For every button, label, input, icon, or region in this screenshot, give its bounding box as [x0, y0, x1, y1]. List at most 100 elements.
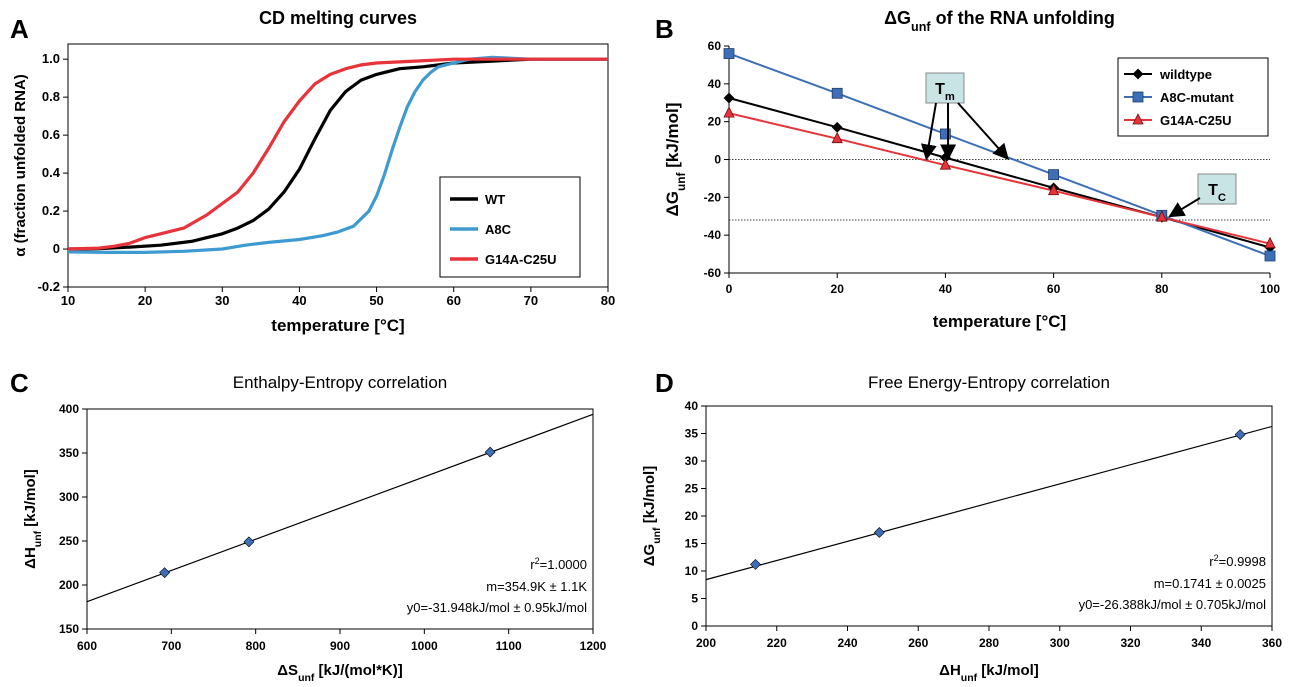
chart-a-xtick-label: 20 — [138, 293, 152, 308]
chart-a-legend-label: A8C — [485, 222, 512, 237]
chart-a-legend-label: G14A-C25U — [485, 252, 557, 267]
chart-c-xtick-label: 800 — [246, 639, 266, 653]
chart-a-ytick-label: 0.4 — [42, 165, 61, 180]
chart-c: Enthalpy-Entropy correlation 600 700 800 900… — [22, 373, 607, 684]
chart-d-ytick-label: 25 — [685, 482, 699, 496]
chart-b-point — [723, 92, 735, 104]
chart-d-xtick-label: 200 — [696, 636, 716, 650]
chart-b-xtick-label: 60 — [1047, 282, 1061, 296]
chart-b-tc-label: TC — [1208, 182, 1226, 204]
chart-c-xtick-label: 1200 — [580, 639, 607, 653]
chart-c-xtick-label: 900 — [330, 639, 350, 653]
chart-b-tc-box — [1197, 173, 1237, 205]
chart-a-frame — [67, 43, 609, 288]
chart-c-ytick-label: 200 — [59, 578, 79, 592]
chart-b-point — [831, 87, 843, 99]
chart-c-ytick-label: 400 — [59, 402, 79, 416]
chart-d-stat-slope: m=0.1741 ± 0.0025 — [1154, 576, 1266, 591]
chart-b-tm-box — [925, 72, 965, 104]
chart-b-ylabel: ΔGunf [kJ/mol] — [663, 103, 688, 217]
chart-b-ytick-label: 60 — [708, 39, 722, 53]
chart-a-ytick-label: -0.2 — [38, 279, 60, 294]
chart-b-ytick-label: 40 — [708, 77, 722, 91]
chart-c-ytick-label: 150 — [59, 622, 79, 636]
chart-d-ytick-label: 10 — [685, 564, 699, 578]
chart-b-xlabel: temperature [°C] — [933, 312, 1066, 331]
chart-c-xtick-label: 600 — [77, 639, 97, 653]
chart-c-xlabel: ΔSunf [kJ/(mol*K)] — [277, 662, 402, 684]
panel-letter-c: C — [10, 368, 29, 398]
chart-d-ytick-label: 5 — [691, 592, 698, 606]
chart-b-legend-label: G14A-C25U — [1160, 113, 1232, 128]
chart-b-point — [1156, 210, 1168, 222]
chart-b-ytick-label: -40 — [704, 228, 722, 242]
chart-a-ytick-label: 0.6 — [42, 127, 60, 142]
chart-d-ytick-label: 30 — [685, 454, 699, 468]
chart-b-point — [723, 48, 735, 59]
chart-c-ytick-label: 300 — [59, 490, 79, 504]
chart-d-stat-r2: r2=0.9998 — [1209, 553, 1266, 569]
chart-b-xtick-label: 40 — [939, 282, 953, 296]
chart-c-stat-slope: m=354.9K ± 1.1K — [486, 579, 587, 594]
chart-a-series-g14a-c25u — [67, 57, 608, 251]
chart-b-xtick-label: 20 — [831, 282, 845, 296]
chart-b-legend-marker — [1132, 68, 1144, 80]
chart-c-title: Enthalpy-Entropy correlation — [233, 373, 448, 392]
chart-b-point — [939, 158, 952, 170]
chart-d-xtick-label: 260 — [908, 636, 928, 650]
chart-d-xtick-label: 340 — [1191, 636, 1211, 650]
chart-a-series-wt — [67, 57, 608, 251]
chart-b-point — [723, 106, 735, 118]
chart-b-legend-marker — [1132, 91, 1144, 103]
chart-d-xtick-label: 220 — [767, 636, 787, 650]
chart-a-title: CD melting curves — [259, 8, 417, 28]
panel-letter-b: B — [655, 14, 674, 44]
chart-b-ytick-label: 0 — [714, 153, 721, 167]
chart-b-point — [1264, 236, 1276, 249]
chart-c-point — [159, 567, 171, 579]
chart-b-point — [1264, 250, 1276, 262]
chart-b-point — [831, 131, 843, 144]
chart-c-point — [484, 446, 496, 458]
chart-c-stat-intercept: y0=-31.948kJ/mol ± 0.95kJ/mol — [407, 600, 587, 615]
chart-c-xtick-label: 1100 — [496, 639, 522, 653]
chart-c-xtick-label: 700 — [161, 639, 181, 653]
chart-d-point — [873, 527, 885, 538]
chart-b-legend-label: A8C-mutant — [1160, 90, 1234, 105]
chart-c-ylabel: ΔHunf [kJ/mol] — [22, 469, 44, 569]
chart-b-point — [1048, 169, 1059, 181]
chart-d-ytick-label: 20 — [685, 509, 699, 523]
chart-b-legend-label: wildtype — [1159, 67, 1212, 82]
chart-b-ytick-label: -60 — [704, 266, 722, 280]
chart-d-point — [750, 558, 761, 570]
chart-b-arrow — [957, 102, 1009, 160]
chart-c-fit-line — [86, 413, 594, 603]
chart-d-ylabel: ΔGunf [kJ/mol] — [641, 466, 663, 566]
chart-a-ytick-label: 0 — [53, 241, 60, 256]
chart-b: ΔGunf of the RNA unfolding 0 20 40 60 80 100 -6… — [663, 8, 1280, 331]
chart-a-xtick-label: 70 — [524, 293, 538, 308]
chart-d-stat-intercept: y0=-26.388kJ/mol ± 0.705kJ/mol — [1079, 597, 1267, 612]
chart-d-ytick-label: 35 — [685, 427, 699, 441]
chart-b-point — [831, 121, 843, 133]
chart-a-xtick-label: 50 — [369, 293, 383, 308]
chart-d-xtick-label: 280 — [979, 636, 999, 650]
chart-b-xtick-label: 100 — [1260, 282, 1280, 296]
chart-c-ytick-label: 350 — [59, 446, 79, 460]
chart-b-legend-marker — [1132, 113, 1144, 125]
chart-d-xlabel: ΔHunf [kJ/mol] — [939, 662, 1039, 684]
chart-d-point — [1234, 429, 1246, 441]
chart-c-xtick-label: 1000 — [411, 639, 438, 653]
chart-a-ytick-label: 0.2 — [42, 203, 60, 218]
panel-letter-a: A — [10, 14, 29, 44]
chart-a-xtick-label: 80 — [601, 293, 615, 308]
chart-d-xtick-label: 360 — [1262, 636, 1282, 650]
chart-d-ytick-label: 0 — [691, 619, 698, 633]
chart-b-tm-label: Tm — [935, 81, 955, 103]
chart-d-xtick-label: 300 — [1050, 636, 1070, 650]
chart-a-ytick-label: 0.8 — [42, 89, 60, 104]
chart-d-ytick-label: 40 — [685, 399, 699, 413]
chart-a-xtick-label: 30 — [215, 293, 229, 308]
chart-b-ytick-label: 20 — [708, 115, 722, 129]
chart-d-title: Free Energy-Entropy correlation — [868, 373, 1110, 392]
